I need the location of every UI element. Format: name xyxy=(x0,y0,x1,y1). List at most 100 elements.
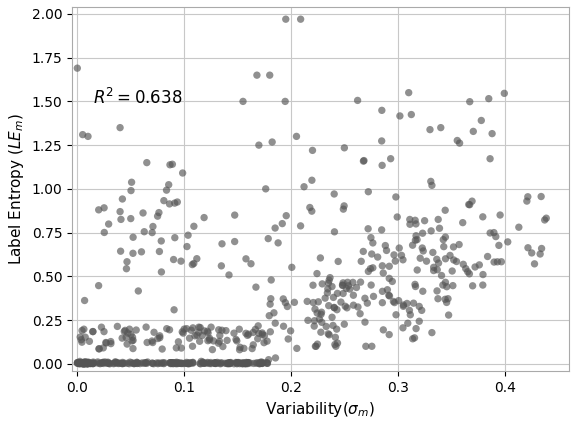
Point xyxy=(188,360,198,366)
Point xyxy=(216,360,225,366)
Point xyxy=(75,359,84,366)
Point xyxy=(230,212,239,219)
Point xyxy=(77,360,86,366)
Point xyxy=(475,262,484,268)
Point xyxy=(168,359,177,366)
Point xyxy=(458,261,468,268)
Point xyxy=(412,236,422,243)
Point xyxy=(81,360,90,367)
Point xyxy=(235,360,244,367)
Point xyxy=(137,248,146,255)
Point xyxy=(86,360,95,367)
Point xyxy=(169,360,179,366)
Point xyxy=(199,360,209,367)
Point xyxy=(142,360,151,367)
Point xyxy=(198,359,207,366)
Point xyxy=(274,239,283,246)
Point xyxy=(147,360,157,367)
Point xyxy=(389,298,398,305)
Point xyxy=(173,199,182,205)
Point xyxy=(175,360,184,367)
Point xyxy=(312,343,321,350)
Point xyxy=(141,359,150,366)
Point xyxy=(388,278,397,285)
Point xyxy=(329,190,339,197)
Point xyxy=(452,258,461,265)
Point xyxy=(416,255,425,262)
Point xyxy=(176,360,185,366)
Point xyxy=(244,331,253,338)
Point xyxy=(217,327,226,334)
Point xyxy=(234,359,243,366)
Point xyxy=(183,360,192,367)
Point xyxy=(339,290,348,297)
Point xyxy=(77,360,86,367)
Point xyxy=(465,201,474,208)
Point xyxy=(196,358,206,365)
Point xyxy=(73,360,82,367)
Point xyxy=(391,258,400,265)
Point xyxy=(126,187,135,194)
Point xyxy=(266,328,275,335)
Point xyxy=(329,305,339,311)
Point xyxy=(83,360,92,367)
Point xyxy=(88,328,97,335)
Point xyxy=(378,299,387,306)
Point xyxy=(478,213,487,220)
Point xyxy=(530,260,539,267)
Point xyxy=(286,328,295,334)
Point xyxy=(328,322,338,329)
Point xyxy=(236,360,245,366)
Point xyxy=(438,282,448,288)
Point xyxy=(410,334,419,341)
Point xyxy=(221,327,230,334)
Point xyxy=(77,337,86,343)
Point xyxy=(75,358,85,365)
Point xyxy=(79,360,88,367)
Point xyxy=(394,297,403,304)
Point xyxy=(132,360,142,367)
Point xyxy=(427,182,437,189)
Point xyxy=(442,283,452,290)
Point xyxy=(115,360,124,367)
Point xyxy=(165,161,175,168)
Point xyxy=(366,234,376,241)
Point xyxy=(213,359,222,366)
Point xyxy=(536,250,545,257)
Point xyxy=(179,360,188,367)
Point xyxy=(98,359,108,366)
Point xyxy=(177,360,187,367)
Point xyxy=(356,279,365,285)
Point xyxy=(103,359,112,366)
Point xyxy=(434,216,443,223)
Point xyxy=(397,252,406,259)
Point xyxy=(441,234,450,241)
Point xyxy=(234,326,244,333)
Point xyxy=(373,253,382,260)
Point xyxy=(477,117,486,124)
Point xyxy=(79,360,88,367)
Point xyxy=(455,140,464,147)
Point xyxy=(415,318,424,325)
Point xyxy=(142,324,151,331)
Point xyxy=(260,332,269,339)
Point xyxy=(408,242,417,249)
Point xyxy=(366,265,375,272)
Point xyxy=(540,216,550,223)
Point xyxy=(252,72,262,78)
Point xyxy=(131,327,141,334)
Point xyxy=(154,209,164,216)
Point xyxy=(266,301,275,308)
Point xyxy=(128,345,138,352)
Point xyxy=(257,359,266,366)
Point xyxy=(257,360,267,367)
Point xyxy=(79,360,88,366)
Point xyxy=(93,359,103,366)
Point xyxy=(169,306,179,313)
Point xyxy=(313,341,322,348)
Point xyxy=(458,219,467,226)
Point xyxy=(159,197,168,204)
Point xyxy=(99,360,108,367)
Point xyxy=(345,286,354,293)
Point xyxy=(270,309,279,316)
